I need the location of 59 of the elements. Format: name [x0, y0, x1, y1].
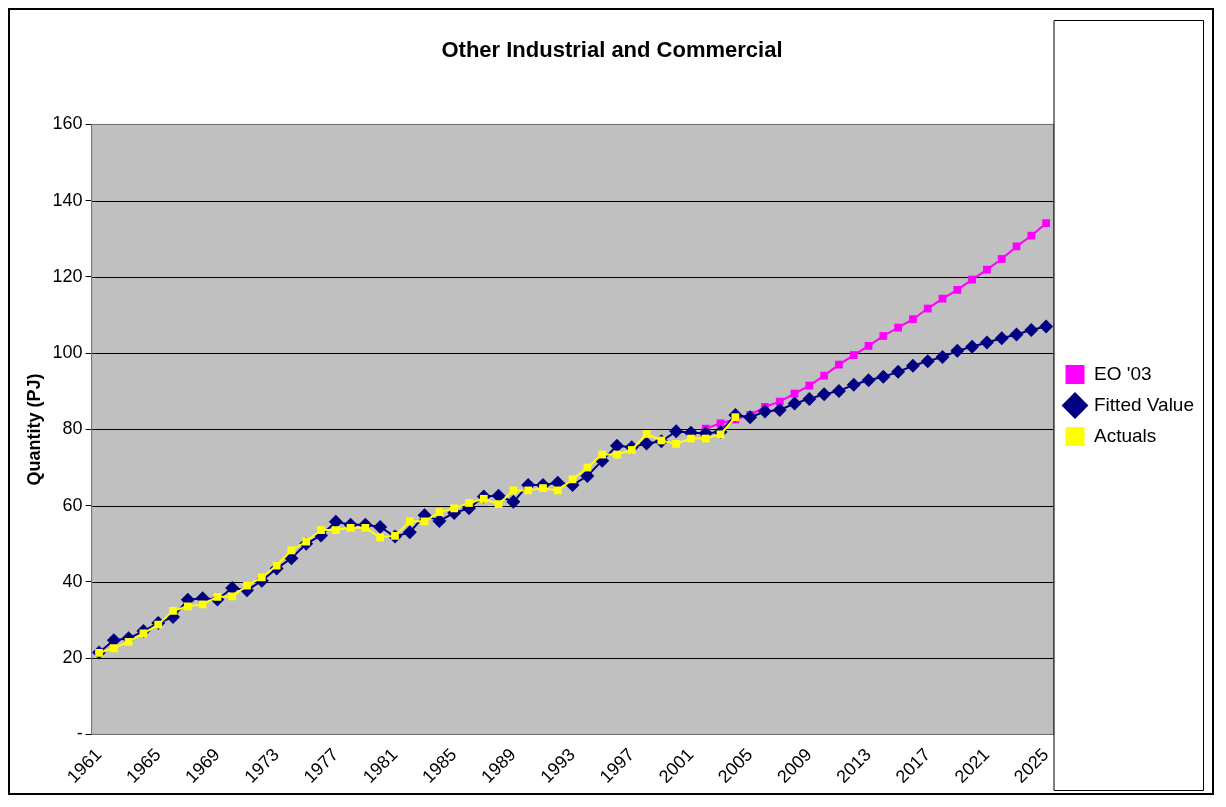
point	[701, 434, 710, 443]
point	[183, 602, 192, 611]
legend-label: Actuals	[1094, 424, 1157, 446]
point	[938, 294, 947, 303]
point	[465, 499, 473, 507]
y-tick-label: 20	[62, 647, 83, 668]
point	[198, 600, 207, 609]
point	[583, 463, 592, 472]
legend-label: Fitted Value	[1094, 393, 1194, 415]
point	[1042, 219, 1051, 228]
y-axis-title: Quantity (PJ)	[23, 373, 44, 486]
point	[672, 440, 681, 448]
point	[820, 371, 829, 380]
point	[109, 644, 118, 653]
y-tick-label: -	[76, 723, 83, 744]
point	[169, 607, 177, 615]
point	[613, 450, 621, 459]
point	[317, 526, 325, 534]
y-tick-label: 40	[62, 570, 83, 591]
point	[539, 484, 547, 493]
point	[849, 351, 858, 359]
point	[331, 526, 340, 534]
point	[1027, 231, 1036, 240]
point	[983, 265, 991, 274]
point	[835, 360, 843, 369]
point	[909, 315, 917, 324]
point	[894, 323, 903, 332]
point	[376, 533, 385, 542]
y-tick-label: 100	[52, 342, 83, 363]
point	[524, 486, 533, 495]
y-tick-label: 60	[62, 494, 83, 515]
point	[553, 486, 562, 495]
point	[124, 637, 133, 646]
point	[805, 381, 814, 390]
point	[435, 508, 444, 517]
point	[923, 304, 932, 313]
point	[420, 517, 429, 526]
legend-label: EO '03	[1094, 362, 1152, 384]
y-tick-label: 160	[52, 113, 83, 134]
point	[953, 285, 962, 294]
point	[968, 275, 977, 284]
point	[568, 475, 577, 484]
point	[405, 517, 414, 526]
y-tick-label: 80	[62, 418, 83, 439]
point	[287, 546, 296, 555]
y-tick-label: 120	[52, 265, 83, 286]
y-tick-label: 140	[52, 189, 83, 210]
point	[243, 581, 251, 590]
point	[228, 592, 237, 601]
point	[687, 434, 695, 443]
point	[642, 430, 651, 438]
point	[997, 255, 1006, 263]
point	[598, 450, 607, 459]
point	[864, 342, 873, 350]
point	[494, 500, 503, 509]
point	[879, 332, 888, 340]
point	[509, 486, 518, 495]
chart-title: Other Industrial and Commercial	[441, 37, 783, 63]
point	[450, 504, 459, 513]
